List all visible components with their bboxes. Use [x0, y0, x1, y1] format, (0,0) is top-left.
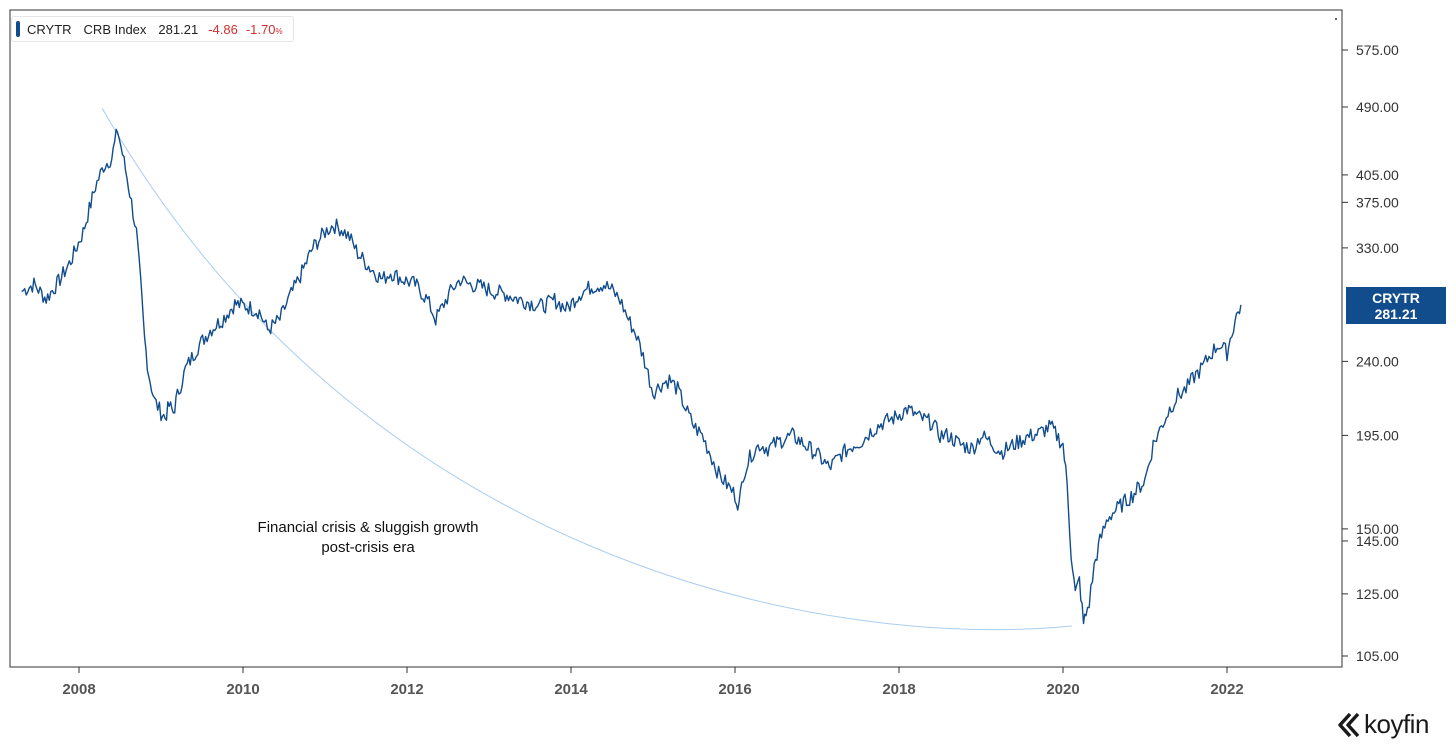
y-tick-label: 330.00 [1356, 240, 1399, 256]
y-axis: 575.00 490.00 405.00 375.00 330.00 240.00 195.… [1342, 42, 1399, 664]
last-value-tag: CRYTR 281.21 [1346, 287, 1446, 324]
series-color-swatch [16, 21, 20, 37]
legend-change-percent-unit: % [275, 26, 283, 36]
legend-change: -4.86 [208, 21, 238, 37]
annotation-curve [101, 107, 1073, 630]
x-tick-label: 2020 [1046, 681, 1079, 698]
chart-legend[interactable]: CRYTR CRB Index 281.21 -4.86 -1.70% [11, 16, 294, 42]
y-tick-label: 240.00 [1356, 353, 1399, 369]
x-tick-label: 2010 [226, 681, 259, 698]
x-tick-label: 2012 [390, 681, 423, 698]
y-tick-label: 195.00 [1356, 427, 1399, 443]
y-tick-label: 145.00 [1356, 533, 1399, 549]
x-tick-label: 2014 [554, 681, 588, 698]
crb-index-line[interactable] [21, 128, 1242, 625]
y-tick-label: 150.00 [1356, 521, 1399, 537]
x-tick-label: 2018 [882, 681, 915, 698]
koyfin-logo-text: koyfin [1364, 709, 1429, 739]
legend-change-percent-value: -1.70 [245, 21, 276, 37]
y-tick-label: 575.00 [1356, 42, 1399, 58]
legend-ticker: CRYTR [27, 21, 72, 37]
y-tick-label: 405.00 [1356, 167, 1399, 183]
annotation-line-2: post-crisis era [321, 539, 415, 556]
legend-series-name: CRB Index [83, 21, 147, 37]
legend-change-percent: -1.70% [246, 22, 283, 37]
koyfin-logo: koyfin [1338, 709, 1429, 740]
last-tag-value: 281.21 [1374, 306, 1418, 322]
x-tick-label: 2016 [718, 681, 751, 698]
annotation-line-1: Financial crisis & sluggish growth [257, 519, 479, 536]
x-tick-label: 2022 [1210, 681, 1243, 698]
y-tick-label: 105.00 [1356, 648, 1399, 664]
chart-annotation: Financial crisis & sluggish growth post-… [238, 518, 498, 558]
x-tick-label: 2008 [62, 681, 95, 698]
last-tag-ticker: CRYTR [1372, 290, 1420, 306]
legend-last-value: 281.21 [158, 21, 199, 37]
y-tick-label: 125.00 [1356, 586, 1399, 602]
plot-frame [9, 9, 1343, 668]
x-axis: 2008 2010 2012 2014 2016 2018 2020 2022 [62, 667, 1244, 698]
corner-dot [1335, 18, 1337, 20]
y-tick-label: 375.00 [1356, 194, 1399, 210]
y-tick-label: 490.00 [1356, 99, 1399, 115]
koyfin-logo-icon [1338, 712, 1360, 737]
